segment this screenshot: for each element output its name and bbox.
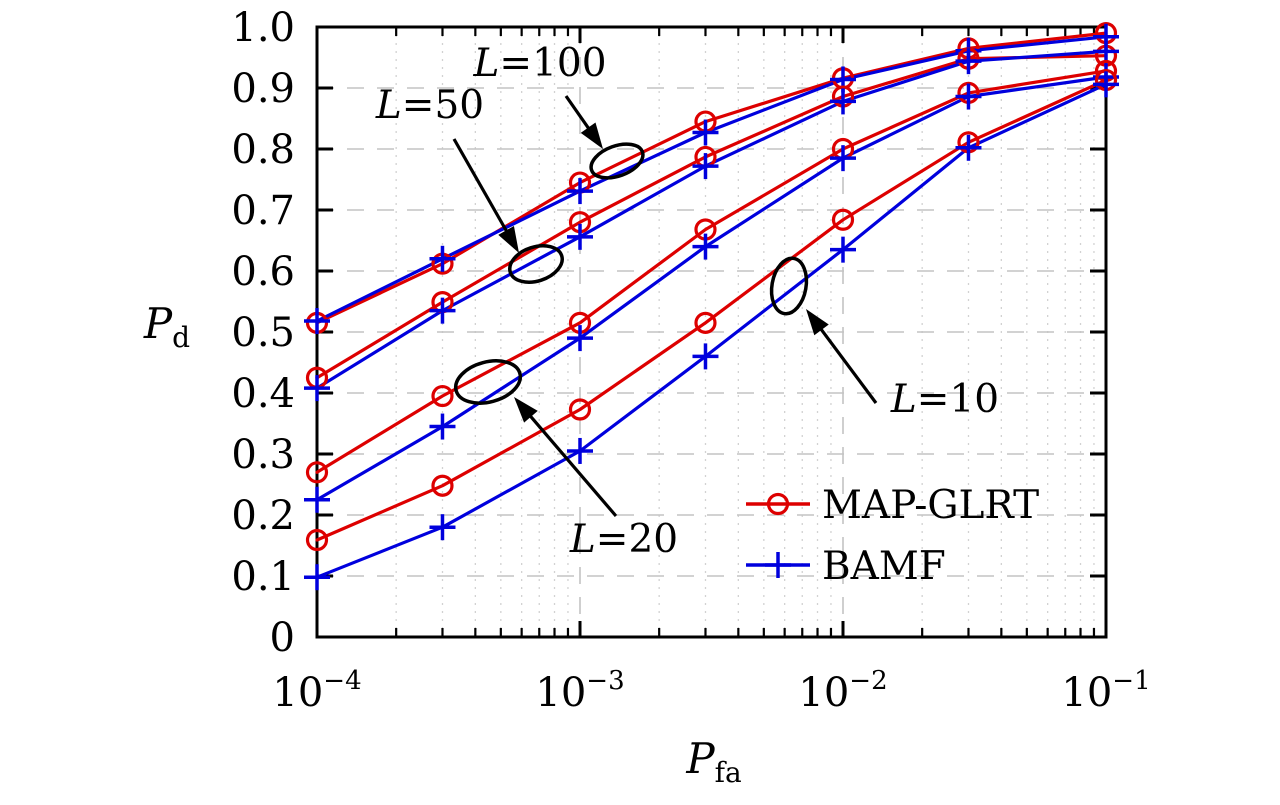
series-markers-bamf-l50 [304, 38, 1119, 402]
y-tick-label: 0 [270, 615, 295, 661]
y-tick-label: 0.5 [231, 310, 295, 356]
circle-marker [568, 398, 592, 421]
legend-item-map-glrt: MAP-GLRT [746, 483, 1039, 528]
legend-item-bamf: BAMF [746, 544, 946, 589]
y-tick-label: 0.9 [231, 66, 295, 112]
y-tick-label: 0.1 [231, 554, 295, 600]
circle-marker [694, 311, 717, 334]
y-tick-label: 0.8 [231, 127, 295, 173]
y-tick-label: 1.0 [231, 5, 295, 51]
axis-ticks [315, 25, 1108, 639]
annotation-arrow-line [564, 95, 593, 133]
y-axis-label: Pd [143, 299, 190, 354]
circle-marker [831, 208, 855, 231]
y-tick-label: 0.7 [231, 188, 295, 234]
circle-marker [431, 384, 454, 408]
circle-marker [305, 461, 329, 484]
annotation-label-l=50: L=50 [375, 83, 484, 128]
y-tick-label: 0.3 [231, 432, 295, 478]
legend: MAP-GLRT BAMF [746, 483, 1039, 589]
legend-label: MAP-GLRT [822, 483, 1039, 528]
annotation-label-l=20: L=20 [569, 517, 678, 562]
annotation-arrowhead [514, 397, 538, 423]
annotation-arrowhead [806, 309, 829, 336]
x-tick-label: 10−1 [1061, 666, 1150, 716]
annotation-arrowhead [498, 225, 519, 253]
x-axis-label: Pfa [685, 734, 741, 789]
legend-label: BAMF [822, 544, 946, 589]
annotation-arrow-line [452, 138, 510, 236]
circle-marker [431, 474, 454, 497]
y-tick-label: 0.2 [231, 493, 295, 539]
series-line-map-glrt-l100 [315, 31, 1108, 325]
annotation-arrowhead [580, 122, 603, 149]
circle-marker [305, 528, 329, 552]
series-line-bamf-l100 [315, 35, 1108, 323]
annotation-label-l=100: L=100 [472, 41, 606, 86]
y-tick-label: 0.6 [231, 249, 295, 295]
annotation-arrow-line [526, 411, 618, 518]
series-markers-map-glrt-l100 [305, 21, 1118, 334]
series-markers-bamf-l100 [304, 23, 1119, 335]
annotation-ellipse-l=20 [453, 359, 523, 405]
annotation-label-l=10: L=10 [890, 377, 999, 422]
x-tick-label: 10−4 [272, 666, 361, 716]
annotation-arrow-line [817, 324, 878, 404]
x-tick-label: 10−2 [798, 666, 887, 716]
series-markers-bamf-l10 [304, 71, 1119, 591]
annotation-ellipse-l=100 [589, 142, 645, 180]
circle-marker [766, 492, 790, 516]
x-tick-label: 10−3 [535, 666, 624, 716]
annotation-ellipse-l=10 [769, 256, 809, 316]
y-tick-label: 0.4 [231, 371, 295, 417]
annotation-ellipse-l=50 [508, 244, 564, 284]
